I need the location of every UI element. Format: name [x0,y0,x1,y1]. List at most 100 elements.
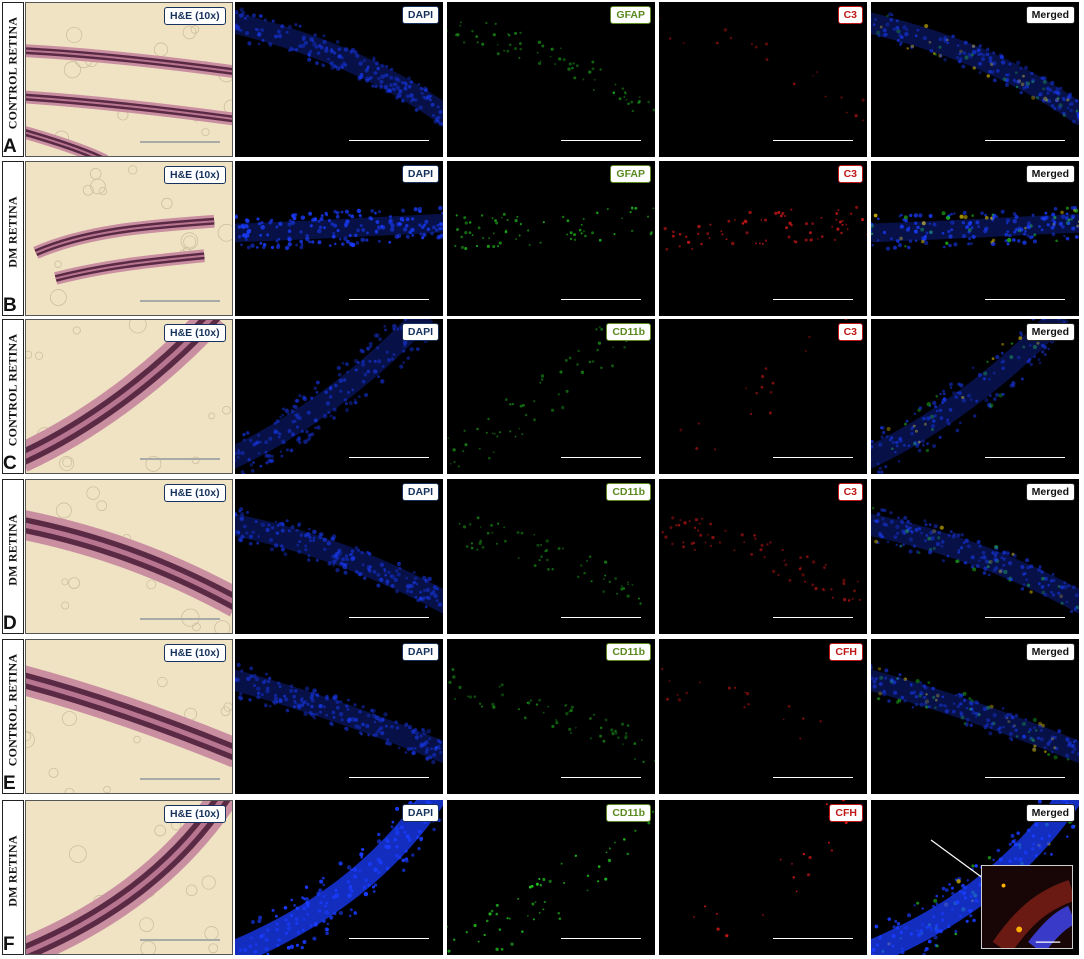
stained-cell [337,47,342,52]
stained-cell [904,218,908,223]
stained-cell [975,564,980,569]
stained-cell [551,724,555,729]
stained-cell [485,21,488,25]
stained-cell [1026,234,1030,238]
stained-cell [835,218,838,221]
stained-cell [880,508,885,512]
stained-cell [285,30,289,34]
red-channel-label: C3 [837,165,863,183]
stained-cell [261,680,266,685]
stained-cell [570,732,573,735]
stained-cell [1060,214,1066,219]
stained-cell [384,724,388,728]
stained-cell [935,698,938,702]
row-group-label: DM RETINA [5,514,20,587]
background-cell [140,940,157,954]
stained-cell [943,36,948,41]
stained-cell [974,864,978,868]
stained-cell [1016,831,1020,835]
stained-cell [959,49,963,54]
stained-cell [685,691,688,695]
stained-cell [623,838,626,841]
stained-cell [1067,94,1072,99]
stained-cell [743,541,745,543]
stained-cell [902,443,906,447]
stained-cell [328,244,332,247]
stained-cell [442,233,443,236]
stained-cell [251,530,256,535]
stained-cell [303,897,306,901]
stained-cell [547,705,550,708]
stained-cell [904,422,907,426]
stained-cell [244,238,248,241]
stained-cell [244,16,247,20]
stained-cell [326,922,330,926]
stained-cell [1053,746,1057,750]
stained-cell [840,96,843,99]
stained-cell [912,544,916,548]
stained-cell [1075,109,1079,113]
stained-cell [517,707,521,711]
stained-cell [506,917,509,920]
stained-cell [274,520,278,524]
background-cell [214,620,231,633]
stained-cell [335,214,340,219]
stained-cell [276,29,281,34]
stained-cell [353,398,357,402]
he-panel-row-c: H&E (10x) [25,319,233,474]
stained-cell [413,207,418,212]
stained-cell [349,242,354,247]
stained-cell [279,450,283,453]
green-panel-row-c: CD11b [447,319,655,474]
stained-cell [781,548,784,552]
stained-cell [914,695,919,699]
stained-cell [244,218,249,222]
row-letter: D [3,613,17,634]
stained-cell [993,557,998,562]
stained-cell [921,221,926,226]
stained-cell [518,56,521,59]
stained-cell [350,549,355,553]
stained-cell [405,217,410,222]
stained-cell [574,854,578,857]
stained-cell [476,548,479,551]
stained-cell [342,61,346,66]
stained-cell [1006,712,1010,716]
stained-cell [237,537,243,542]
stained-cell [678,245,681,248]
stained-cell [785,226,789,230]
stained-cell [319,45,324,50]
stained-cell [518,427,521,430]
nuclear-band [235,800,443,955]
stained-cell [319,217,324,222]
stained-cell [559,47,562,50]
background-cell [59,455,75,471]
stained-cell [401,219,405,222]
stained-cell [905,28,909,32]
stained-cell [980,211,984,216]
stained-cell [295,943,300,947]
stained-cell [355,241,360,245]
stained-cell [933,898,938,903]
stained-cell [890,13,894,17]
scale-bar [349,299,429,300]
stained-cell [918,406,923,410]
stained-cell [627,581,629,584]
stained-cell [478,447,481,450]
stained-cell [380,731,385,736]
colocalized-cell [1001,883,1006,888]
stained-cell [441,211,443,215]
stained-cell [378,337,382,342]
stained-cell [958,59,963,64]
stained-cell [1074,208,1079,213]
stained-cell [896,922,901,926]
background-cell [34,351,44,360]
stained-cell [292,694,296,699]
stained-cell [942,397,947,402]
stained-cell [893,535,898,539]
stained-cell [481,545,485,549]
scale-bar [773,299,853,300]
scale-bar [773,617,853,618]
stained-cell [237,530,241,534]
stained-cell [764,218,768,222]
